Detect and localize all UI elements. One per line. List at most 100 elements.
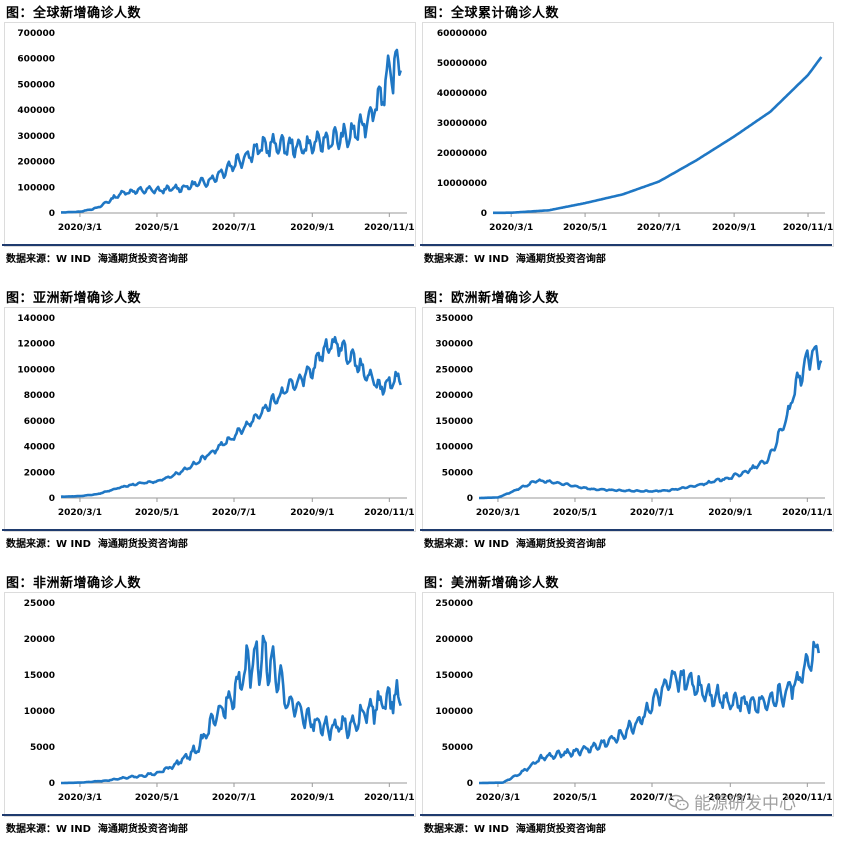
chart-panel-africa-new: 图：非洲新增确诊人数 0 5000 10000 15000 20000 25000 2020… — [0, 570, 416, 855]
y-tick-label: 100000 — [435, 707, 473, 717]
y-tick-label: 30000000 — [437, 119, 487, 129]
chart-panel-europe-new: 图：欧洲新增确诊人数 0 50000 100000 150000 200000 25000… — [418, 285, 834, 570]
plot-area: 0 5000 10000 15000 20000 25000 2020/3/1 2020/5/… — [4, 592, 416, 817]
series-line — [61, 48, 402, 214]
y-tick-label: 250000 — [435, 599, 473, 609]
y-tick-label: 700000 — [17, 29, 55, 39]
x-tick-label: 2020/5/1 — [563, 223, 607, 233]
y-tick-label: 10000000 — [437, 179, 487, 189]
x-tick-label: 2020/5/1 — [135, 223, 179, 233]
y-tick-label: 0 — [481, 209, 487, 219]
chart-title: 图：美洲新增确诊人数 — [424, 576, 560, 591]
y-tick-label: 80000 — [24, 391, 55, 401]
x-tick-label: 2020/11/1 — [364, 508, 414, 518]
y-tick-label: 40000 — [24, 443, 55, 453]
y-tick-label: 5000 — [30, 743, 55, 753]
y-tick-label: 20000000 — [437, 149, 487, 159]
y-tick-label: 50000000 — [437, 59, 487, 69]
y-tick-label: 10000 — [24, 707, 55, 717]
plot-area: 0 50000 100000 150000 200000 250000 300000 3500… — [422, 307, 834, 532]
x-tick-label: 2020/3/1 — [489, 223, 533, 233]
x-tick-label: 2020/7/1 — [630, 508, 674, 518]
x-tick-label: 2020/7/1 — [212, 793, 256, 803]
y-tick-label: 40000000 — [437, 89, 487, 99]
y-tick-label: 400000 — [17, 106, 55, 116]
y-tick-label: 0 — [49, 209, 55, 219]
chart-title: 图：全球新增确诊人数 — [6, 6, 142, 21]
x-tick-label: 2020/3/1 — [58, 508, 102, 518]
divider — [420, 814, 832, 816]
y-tick-label: 150000 — [435, 671, 473, 681]
y-tick-label: 0 — [467, 494, 473, 504]
x-tick-label: 2020/7/1 — [637, 223, 681, 233]
x-tick-label: 2020/7/1 — [630, 793, 674, 803]
series-line — [492, 56, 823, 215]
chart-title: 图：亚洲新增确诊人数 — [6, 291, 142, 306]
source-note: 数据来源：W IND 海通期货投资咨询部 — [424, 254, 606, 265]
line-chart: 0 10000000 20000000 30000000 40000000 5000000… — [437, 29, 833, 233]
chart-panel-americas-new: 图：美洲新增确诊人数 0 50000 100000 150000 200000 25000… — [418, 570, 834, 855]
y-tick-label: 250000 — [435, 365, 473, 375]
y-tick-label: 350000 — [435, 314, 473, 324]
source-note: 数据来源：W IND 海通期货投资咨询部 — [6, 254, 188, 265]
x-tick-label: 2020/7/1 — [212, 223, 256, 233]
series-line — [479, 640, 820, 785]
series-line — [479, 344, 823, 500]
y-tick-label: 60000000 — [437, 29, 487, 39]
x-tick-label: 2020/5/1 — [553, 793, 597, 803]
y-tick-label: 50000 — [442, 743, 473, 753]
y-tick-label: 150000 — [435, 417, 473, 427]
y-tick-label: 140000 — [17, 314, 55, 324]
y-tick-label: 0 — [49, 779, 55, 789]
line-chart: 0 50000 100000 150000 200000 250000 300000 3500… — [435, 314, 832, 518]
y-tick-label: 200000 — [435, 635, 473, 645]
y-tick-label: 25000 — [24, 599, 55, 609]
y-tick-label: 300000 — [435, 340, 473, 350]
x-tick-label: 2020/11/1 — [364, 223, 414, 233]
y-tick-label: 600000 — [17, 55, 55, 65]
divider — [420, 529, 832, 531]
x-tick-label: 2020/11/1 — [782, 793, 832, 803]
y-tick-label: 0 — [49, 494, 55, 504]
x-tick-label: 2020/3/1 — [476, 508, 520, 518]
y-tick-label: 0 — [467, 779, 473, 789]
x-tick-label: 2020/3/1 — [58, 223, 102, 233]
x-tick-label: 2020/9/1 — [712, 223, 756, 233]
x-tick-label: 2020/11/1 — [782, 508, 832, 518]
x-tick-label: 2020/9/1 — [290, 793, 334, 803]
wechat-icon — [668, 794, 689, 811]
x-tick-label: 2020/9/1 — [708, 793, 752, 803]
y-tick-label: 120000 — [17, 340, 55, 350]
plot-area: 0 10000000 20000000 30000000 40000000 5000000… — [422, 22, 834, 247]
divider — [2, 529, 414, 531]
x-tick-label: 2020/11/1 — [783, 223, 833, 233]
series-line — [61, 634, 402, 785]
y-tick-label: 500000 — [17, 80, 55, 90]
x-tick-label: 2020/11/1 — [364, 793, 414, 803]
divider — [2, 244, 414, 246]
divider — [420, 244, 832, 246]
chart-panel-global-new: 图：全球新增确诊人数 0 100000 200000 300000 400000 5000… — [0, 0, 416, 285]
chart-title: 图：非洲新增确诊人数 — [6, 576, 142, 591]
source-note: 数据来源：W IND 海通期货投资咨询部 — [6, 824, 188, 835]
x-tick-label: 2020/9/1 — [708, 508, 752, 518]
y-tick-label: 15000 — [24, 671, 55, 681]
y-tick-label: 20000 — [24, 635, 55, 645]
x-tick-label: 2020/5/1 — [553, 508, 597, 518]
x-tick-label: 2020/5/1 — [135, 793, 179, 803]
line-chart: 0 100000 200000 300000 400000 500000 600000 700… — [17, 29, 414, 233]
x-tick-label: 2020/3/1 — [58, 793, 102, 803]
line-chart: 0 20000 40000 60000 80000 100000 120000 140000 2… — [17, 314, 414, 518]
y-tick-label: 300000 — [17, 132, 55, 142]
source-note: 数据来源：W IND 海通期货投资咨询部 — [424, 824, 606, 835]
chart-title: 图：欧洲新增确诊人数 — [424, 291, 560, 306]
x-tick-label: 2020/7/1 — [212, 508, 256, 518]
source-note: 数据来源：W IND 海通期货投资咨询部 — [6, 539, 188, 550]
chart-title: 图：全球累计确诊人数 — [424, 6, 560, 21]
x-tick-label: 2020/9/1 — [290, 223, 334, 233]
source-note: 数据来源：W IND 海通期货投资咨询部 — [424, 539, 606, 550]
line-chart: 0 50000 100000 150000 200000 250000 2020/3/1 20… — [435, 599, 832, 803]
divider — [2, 814, 414, 816]
plot-area: 0 50000 100000 150000 200000 250000 2020/3/1 20… — [422, 592, 834, 817]
y-tick-label: 50000 — [442, 468, 473, 478]
